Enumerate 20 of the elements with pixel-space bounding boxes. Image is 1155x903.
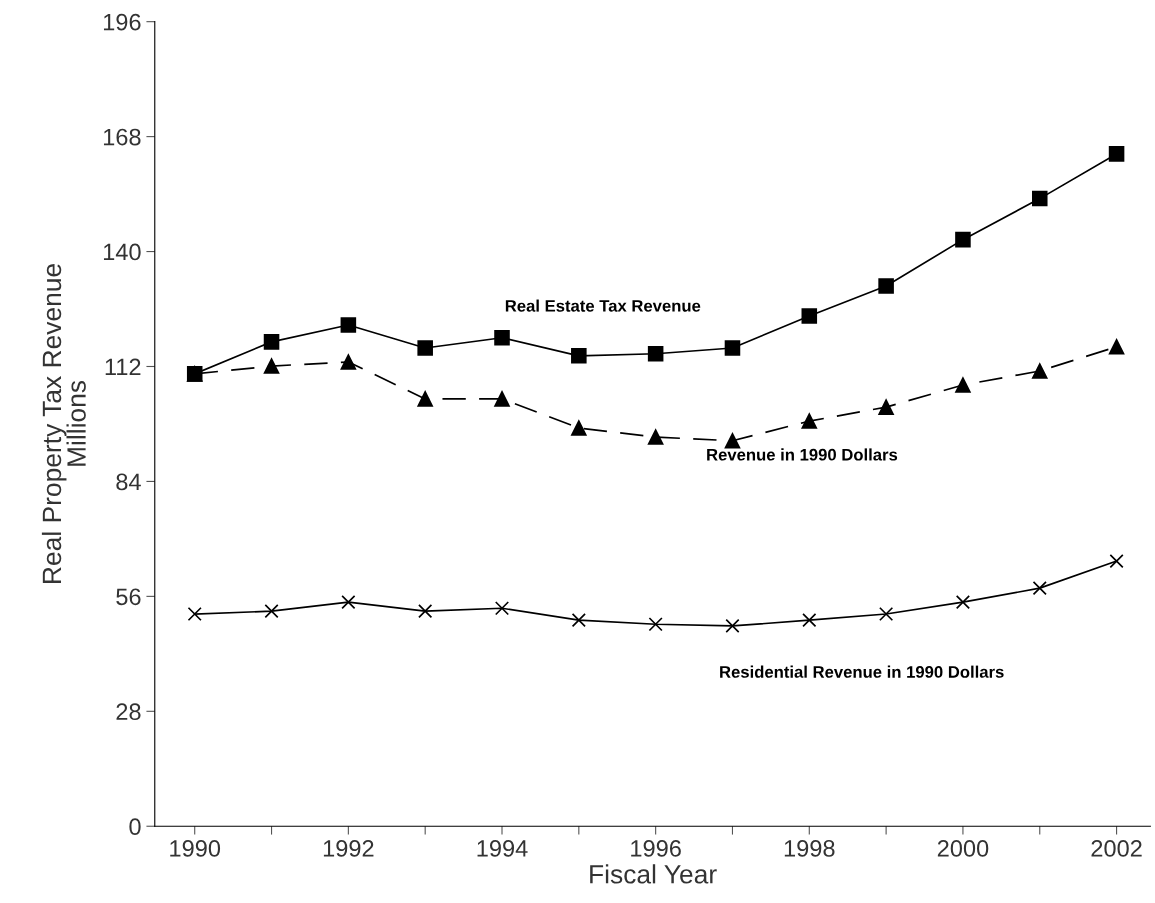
x-tick-label: 2000: [937, 840, 989, 857]
y-tick-label: 84: [116, 473, 141, 491]
y-tick-label: 28: [116, 703, 141, 721]
y-tick-label: 168: [103, 128, 141, 146]
y-tick-label: 112: [105, 358, 141, 376]
y-tick-label: 140: [103, 243, 141, 261]
x-axis-title: Fiscal Year: [590, 864, 717, 884]
y-tick-label: 0: [129, 818, 141, 836]
series-label: Real Estate Tax Revenue: [505, 299, 701, 312]
x-tick-label: 2002: [1091, 840, 1142, 857]
series-label: Revenue in 1990 Dollars: [707, 448, 898, 461]
x-tick-label: 1996: [631, 840, 681, 857]
x-tick-label: 1998: [784, 840, 835, 857]
y-axis-title: Real Property Tax Revenue Millions: [41, 264, 86, 583]
text: Residential Revenue in 1990 Dollars: [720, 665, 1004, 678]
y-tick-label: 56: [116, 588, 141, 606]
x-tick-label: 1992: [323, 840, 374, 857]
x-tick-label: 1994: [477, 840, 528, 857]
x-tick-label: 1990: [170, 840, 221, 857]
y-tick-label: 196: [103, 13, 141, 31]
